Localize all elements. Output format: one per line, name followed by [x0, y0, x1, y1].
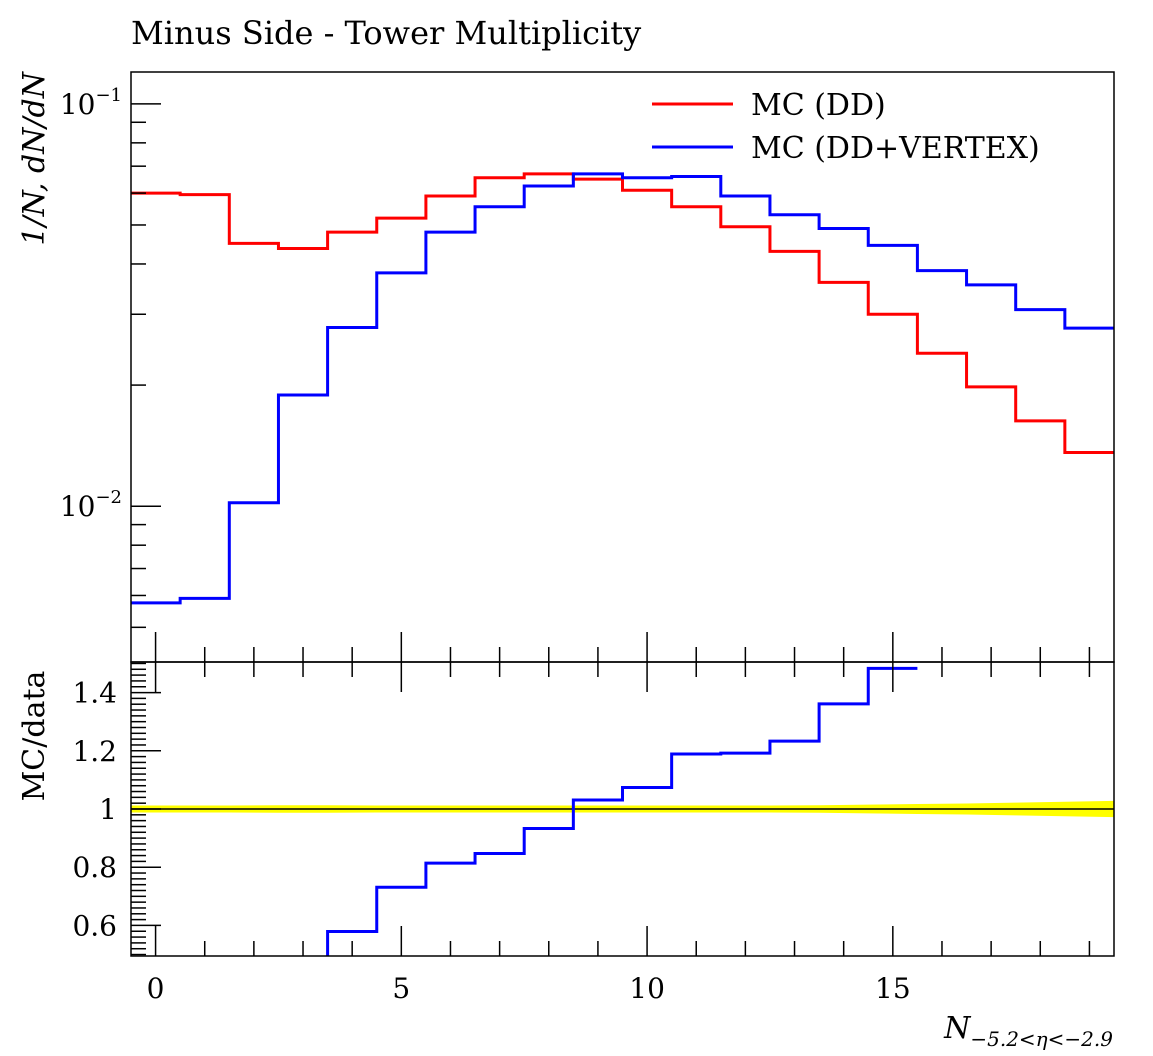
main-series-layer — [131, 172, 1114, 605]
y-tick-label-base: 10 — [60, 490, 96, 523]
legend-label-1: MC (DD+VERTEX) — [751, 131, 1040, 166]
legend: MC (DD) MC (DD+VERTEX) — [652, 88, 1040, 166]
y-tick-label-ratio: 0.8 — [72, 851, 117, 884]
ratio-series-line-0 — [326, 666, 918, 956]
chart-title: Minus Side - Tower Multiplicity — [131, 14, 641, 52]
y-tick-label-ratio: 0.6 — [72, 909, 117, 942]
axis-ticks — [131, 103, 1091, 956]
x-axis-label-subscript: −5.2<η<−2.9 — [970, 1027, 1113, 1051]
ratio-series-layer — [326, 666, 918, 956]
y-axis-label-main: 1/N, dN/dN — [17, 70, 52, 245]
y-tick-label-base: 10 — [60, 88, 96, 121]
y-tick-label-ratio: 1 — [99, 793, 117, 826]
y-axis-label-ratio: MC/data — [17, 670, 52, 801]
y-tick-label-ratio: 1.4 — [72, 677, 117, 710]
y-tick-label-exponent: −2 — [95, 487, 122, 508]
tick-labels: 10−210−10.60.811.21.40 5 10 15 — [60, 85, 911, 1005]
main-series-line-1 — [131, 172, 1114, 605]
y-tick-label-ratio: 1.2 — [72, 735, 117, 768]
x-tick-label: 10 — [629, 972, 665, 1005]
x-tick-label: 0 — [147, 972, 165, 1005]
x-axis-label: N−5.2<η<−2.9 — [943, 1011, 1113, 1051]
y-tick-label-main: 10−1 — [60, 85, 122, 121]
y-tick-label-exponent: −1 — [95, 85, 122, 106]
x-axis-label-base: N — [943, 1011, 972, 1046]
legend-label-0: MC (DD) — [751, 88, 886, 123]
main-series-line-0 — [131, 172, 1114, 454]
x-tick-label: 5 — [392, 972, 410, 1005]
x-tick-label: 15 — [875, 972, 911, 1005]
y-tick-label-main: 10−2 — [60, 487, 122, 523]
